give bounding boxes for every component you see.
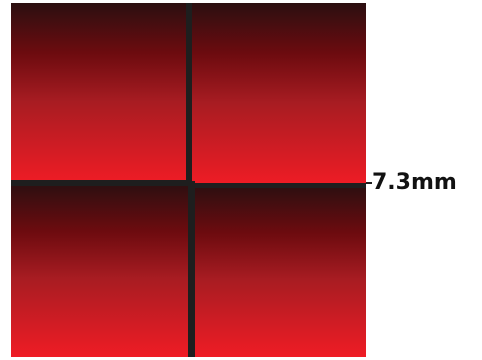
bezel-horizontal-right [188,183,366,188]
bezel-vertical-bottom [188,181,195,357]
bezel-vertical-top [186,3,192,183]
bezel-layer [11,3,366,357]
panel-top-right [189,3,366,185]
video-wall [11,3,366,357]
bezel-gap-label: 7.3mm [372,170,457,195]
panel-bottom-right [191,185,366,357]
panel-bottom-left [11,183,191,357]
bezel-horizontal-left [11,180,191,186]
panel-top-left [11,3,189,183]
dimension-leader-line [366,182,372,184]
